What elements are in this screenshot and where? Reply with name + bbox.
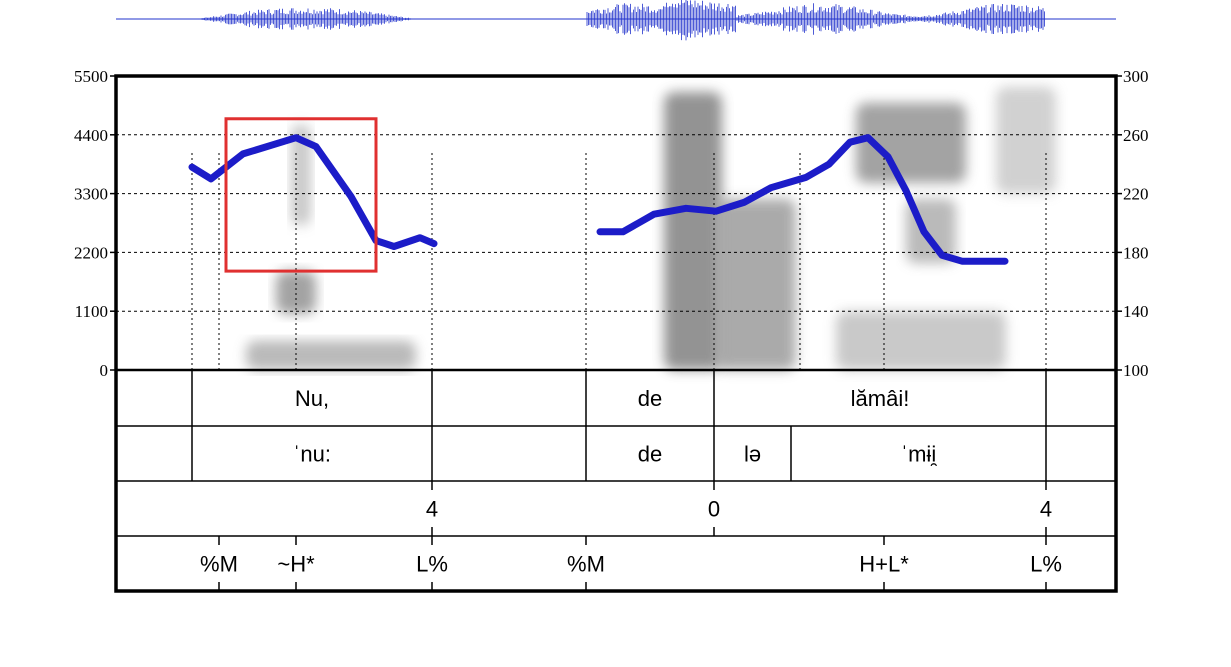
left-tick-label-4: 1100 — [75, 302, 108, 321]
spectrogram-region-0 — [246, 340, 416, 370]
left-tick-label-1: 4400 — [74, 126, 108, 145]
right-tick-label-3: 180 — [1123, 243, 1149, 262]
right-tick-label-1: 260 — [1123, 126, 1149, 145]
right-tick-label-2: 220 — [1123, 185, 1149, 204]
pitch-track — [188, 134, 1009, 265]
outer-frame — [114, 74, 1118, 593]
spectrogram-region-5 — [856, 102, 966, 183]
tier-tones-label-4: H+L* — [859, 552, 909, 577]
spectrogram-region-3 — [664, 92, 722, 370]
tier-tones-label-1: ~H* — [277, 552, 315, 577]
gridlines — [116, 134, 1116, 312]
highlight-box — [224, 117, 378, 273]
tier-syllables-label-3: ˈmɨi̯ — [901, 442, 938, 467]
tier-words-label-0: Nu, — [295, 386, 329, 411]
spectrogram-region-4 — [716, 198, 796, 370]
tier-words-label-2: lămâi! — [851, 386, 910, 411]
spectrogram-region-8 — [836, 311, 1006, 370]
axis-ticks: 5500 4400 3300 2200 1100 0 300 260 220 180 140 100 — [74, 67, 1149, 380]
tier-syllables-label-1: de — [638, 442, 662, 467]
spectrogram-region-2 — [291, 124, 311, 226]
tier-tones-label-2: L% — [416, 552, 448, 577]
left-tick-label-0: 5500 — [74, 67, 108, 86]
tier-words-label-1: de — [638, 386, 662, 411]
tier-tones-label-5: L% — [1030, 552, 1062, 577]
spectrogram-region-6 — [996, 86, 1056, 194]
tier-breaks-label-0: 4 — [426, 497, 438, 522]
pitch-segment-1 — [596, 134, 1009, 265]
tier-breaks-label-2: 4 — [1040, 497, 1052, 522]
tier-syllables-label-0: ˈnu: — [293, 442, 331, 467]
waveform — [116, 0, 1116, 41]
right-tick-label-4: 140 — [1123, 302, 1149, 321]
tier-syllables-label-2: lə — [744, 442, 761, 467]
boundary-lines — [191, 153, 1047, 370]
waveform-trace — [196, 0, 1045, 41]
highlight-rect — [224, 117, 378, 273]
left-tick-label-5: 0 — [100, 361, 109, 380]
spectrogram — [246, 86, 1056, 370]
tier-tones-label-3: %M — [567, 552, 605, 577]
annotation-tiers: Nu, de lămâi! ˈnu: de lə ˈmɨi̯ 4 0 4 %M ~H* L% %M H+L*… — [116, 370, 1116, 591]
left-tick-label-3: 2200 — [74, 243, 108, 262]
tier-tones-label-0: %M — [200, 552, 238, 577]
pitch-segment-0 — [188, 134, 438, 250]
tier-breaks-label-1: 0 — [708, 497, 720, 522]
left-tick-label-2: 3300 — [74, 185, 108, 204]
right-tick-label-5: 100 — [1123, 361, 1149, 380]
right-tick-label-0: 300 — [1123, 67, 1149, 86]
plot-frame — [114, 74, 1118, 593]
spectrogram-region-1 — [276, 271, 316, 314]
